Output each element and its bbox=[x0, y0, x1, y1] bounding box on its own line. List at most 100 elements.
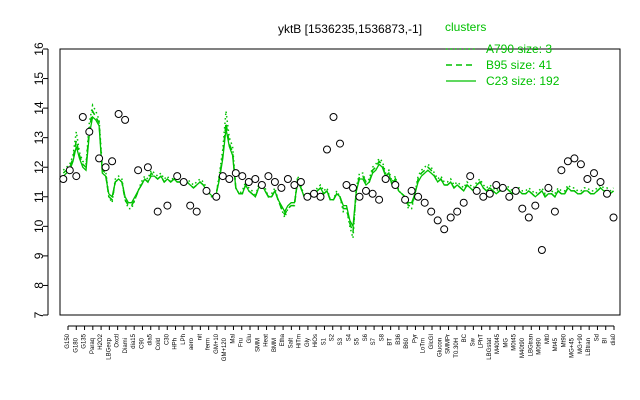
x-tick-label: S7 bbox=[371, 337, 377, 345]
y-tick-label: 7 bbox=[32, 311, 46, 318]
x-tick-label: LBGtran bbox=[528, 334, 534, 356]
x-tick-label: Salt bbox=[288, 338, 294, 349]
x-tick-label: Pyr bbox=[412, 334, 418, 343]
x-tick-label: SMM bbox=[255, 338, 261, 352]
data-point bbox=[505, 192, 514, 201]
x-tick-label: nit bbox=[197, 334, 203, 341]
x-tick-label: G180 bbox=[73, 337, 79, 352]
x-tick-label: aero bbox=[189, 337, 195, 350]
data-point bbox=[446, 213, 455, 222]
x-tick-label: S3 bbox=[338, 337, 344, 345]
x-tick-label: LPhT bbox=[479, 334, 485, 349]
data-point bbox=[283, 175, 292, 183]
plot-frame bbox=[59, 48, 621, 316]
data-point bbox=[511, 186, 520, 195]
data-point bbox=[134, 166, 143, 175]
x-tick-label: Mt45 bbox=[553, 337, 559, 351]
data-point bbox=[381, 175, 390, 183]
x-tick-label: GlcGI bbox=[429, 334, 435, 350]
data-point bbox=[179, 178, 188, 186]
y-tick-label: 11 bbox=[32, 190, 46, 203]
x-tick-label: Etha bbox=[280, 333, 286, 346]
data-point bbox=[212, 192, 221, 201]
x-tick-label: GM+10 bbox=[214, 333, 220, 354]
data-point bbox=[524, 213, 533, 222]
x-tick-label: Cold bbox=[156, 338, 162, 350]
data-point bbox=[391, 181, 400, 189]
x-axis: G150 G180 G135 Paraq H2O2 LBGexp Oxctl Diami dia… bbox=[65, 325, 617, 361]
data-point bbox=[277, 183, 286, 192]
data-point bbox=[498, 183, 507, 192]
data-point bbox=[270, 178, 279, 186]
x-tick-label: LPh bbox=[181, 334, 187, 345]
data-point bbox=[401, 195, 410, 204]
x-tick-label: dia5 bbox=[148, 333, 154, 345]
data-point bbox=[251, 175, 260, 183]
data-point bbox=[173, 172, 182, 181]
data-point bbox=[303, 192, 312, 201]
data-point bbox=[590, 169, 598, 178]
x-tick-label: Mal bbox=[230, 334, 236, 344]
data-point bbox=[518, 204, 527, 213]
data-point bbox=[72, 172, 81, 181]
data-point bbox=[368, 189, 377, 198]
x-tick-label: Fru bbox=[239, 338, 245, 347]
x-tick-label: S6 bbox=[363, 333, 369, 341]
data-point bbox=[544, 183, 553, 192]
x-tick-label: MG+90 bbox=[578, 333, 584, 354]
x-tick-label: H2O2 bbox=[98, 333, 104, 349]
x-tick-label: MG+45 bbox=[570, 337, 576, 358]
data-point bbox=[231, 169, 240, 178]
data-point bbox=[323, 145, 331, 154]
data-point bbox=[362, 186, 370, 195]
data-point bbox=[153, 207, 162, 216]
data-point bbox=[550, 207, 559, 216]
data-point bbox=[440, 225, 449, 234]
x-tick-label: C90 bbox=[139, 337, 145, 349]
y-tick-label: 15 bbox=[32, 72, 46, 86]
data-point bbox=[290, 181, 299, 189]
data-point bbox=[427, 207, 436, 216]
chart-title: yktB [1536235,1536873,-1] bbox=[278, 22, 422, 36]
y-tick-label: 10 bbox=[32, 219, 46, 233]
legend-label-1: A790 size: 3 bbox=[486, 42, 552, 56]
x-tick-label: SMMPr bbox=[446, 334, 452, 354]
series-layer bbox=[62, 102, 615, 239]
x-tick-label: Glucon bbox=[437, 338, 443, 357]
data-point bbox=[108, 157, 117, 166]
data-point bbox=[557, 166, 566, 175]
data-point bbox=[420, 198, 429, 207]
x-tick-label: BT bbox=[388, 338, 394, 346]
data-point bbox=[244, 178, 253, 186]
data-point bbox=[576, 160, 585, 169]
data-point bbox=[466, 172, 475, 181]
x-tick-label: GM+120 bbox=[222, 337, 228, 361]
x-tick-label: HiOs bbox=[313, 334, 319, 347]
x-tick-label: LoTm bbox=[421, 338, 427, 353]
x-tick-label: Gly bbox=[305, 338, 311, 347]
data-point bbox=[336, 139, 344, 148]
data-point bbox=[257, 181, 266, 189]
x-tick-label: S2 bbox=[330, 333, 336, 341]
data-point bbox=[186, 201, 195, 210]
x-tick-label: dia15 bbox=[131, 333, 137, 348]
x-tick-label: S1 bbox=[321, 337, 327, 345]
x-tick-label: LBtran bbox=[586, 338, 592, 356]
y-tick-label: 12 bbox=[32, 160, 46, 174]
x-tick-label: M40t45 bbox=[495, 333, 501, 354]
x-tick-label: LBGstat bbox=[487, 338, 493, 360]
data-point bbox=[65, 166, 74, 175]
x-tick-label: S4 bbox=[346, 333, 352, 341]
data-point bbox=[163, 201, 172, 210]
data-point bbox=[485, 189, 494, 198]
x-tick-label: Sd bbox=[594, 334, 600, 341]
data-point bbox=[238, 172, 247, 181]
data-point bbox=[95, 154, 104, 163]
data-point bbox=[202, 186, 211, 195]
data-point bbox=[479, 192, 488, 201]
data-point bbox=[296, 178, 305, 186]
data-point bbox=[459, 198, 468, 207]
data-point bbox=[349, 183, 357, 192]
y-tick-label: 13 bbox=[32, 131, 46, 145]
